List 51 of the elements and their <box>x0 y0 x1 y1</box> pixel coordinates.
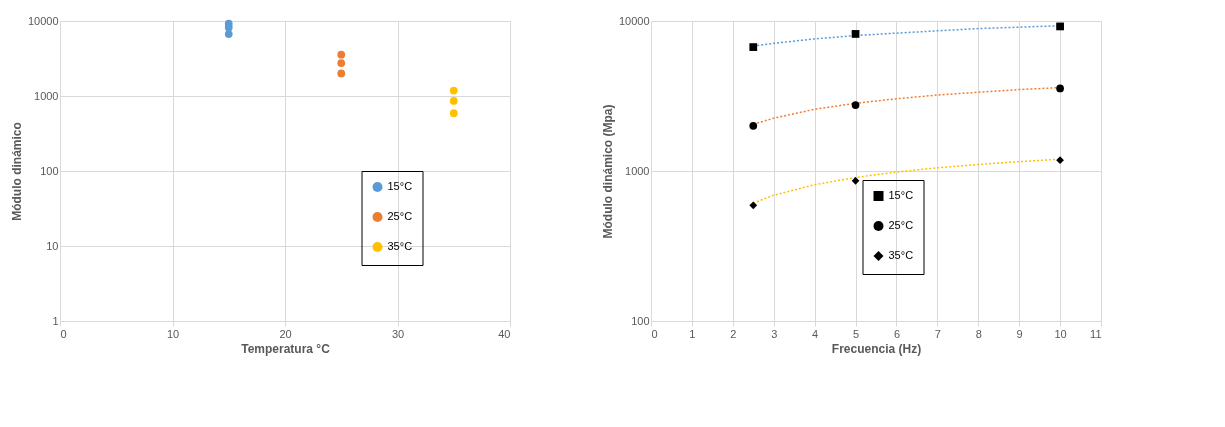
x-tick-label: 6 <box>893 327 901 340</box>
x-tick-label: 20 <box>279 327 292 340</box>
y-axis-title: Módulo dinámico (Mpa) <box>600 104 615 239</box>
point <box>449 97 458 105</box>
x-tick-label: 0 <box>651 327 658 340</box>
x-tick-label: 11 <box>1090 327 1102 340</box>
point <box>851 176 860 185</box>
point <box>749 121 758 130</box>
point <box>224 30 233 38</box>
x-axis-title: Temperatura °C <box>241 341 331 356</box>
legend-label: 15°C <box>888 189 914 201</box>
x-tick-label: 10 <box>166 327 180 340</box>
point <box>749 201 758 210</box>
x-tick-label: 3 <box>771 327 778 340</box>
x-tick-label: 1 <box>689 327 696 340</box>
x-tick-label: 7 <box>934 327 941 340</box>
x-tick-label: 2 <box>730 327 737 340</box>
y-axis-title: Módulo dinámico <box>9 122 24 221</box>
x-tick-label: 8 <box>975 327 982 340</box>
legend-label: 15°C <box>387 180 413 192</box>
x-tick-label: 9 <box>1016 327 1023 340</box>
point <box>449 86 458 95</box>
x-tick-label: 4 <box>812 327 819 340</box>
point <box>1056 84 1064 93</box>
legend-label: 25°C <box>888 219 914 231</box>
point <box>337 50 346 59</box>
legend-label: 25°C <box>387 210 413 222</box>
y-tick-label: 10 <box>46 239 59 252</box>
x-tick-label: 5 <box>852 327 860 340</box>
x-tick-label: 30 <box>391 327 405 340</box>
y-tick-label: 10000 <box>618 14 650 27</box>
x-tick-label: 10 <box>1054 327 1067 340</box>
x-tick-label: 40 <box>498 327 511 340</box>
point <box>449 109 458 118</box>
y-tick-label: 100 <box>40 164 59 177</box>
legend-label: 35°C <box>387 240 413 252</box>
point <box>851 30 860 38</box>
point <box>337 69 346 78</box>
x-axis-title: Frecuencia (Hz) <box>831 341 922 356</box>
y-tick-label: 10000 <box>27 14 59 27</box>
point <box>1056 156 1064 165</box>
x-tick-label: 0 <box>60 327 67 340</box>
point <box>1056 22 1064 31</box>
y-tick-label: 1 <box>52 314 59 327</box>
y-tick-label: 100 <box>631 314 650 327</box>
point <box>749 43 758 51</box>
point <box>851 101 860 109</box>
point <box>337 59 346 67</box>
y-tick-label: 1000 <box>625 164 650 177</box>
legend-label: 35°C <box>888 249 914 261</box>
y-tick-label: 1000 <box>34 89 59 102</box>
